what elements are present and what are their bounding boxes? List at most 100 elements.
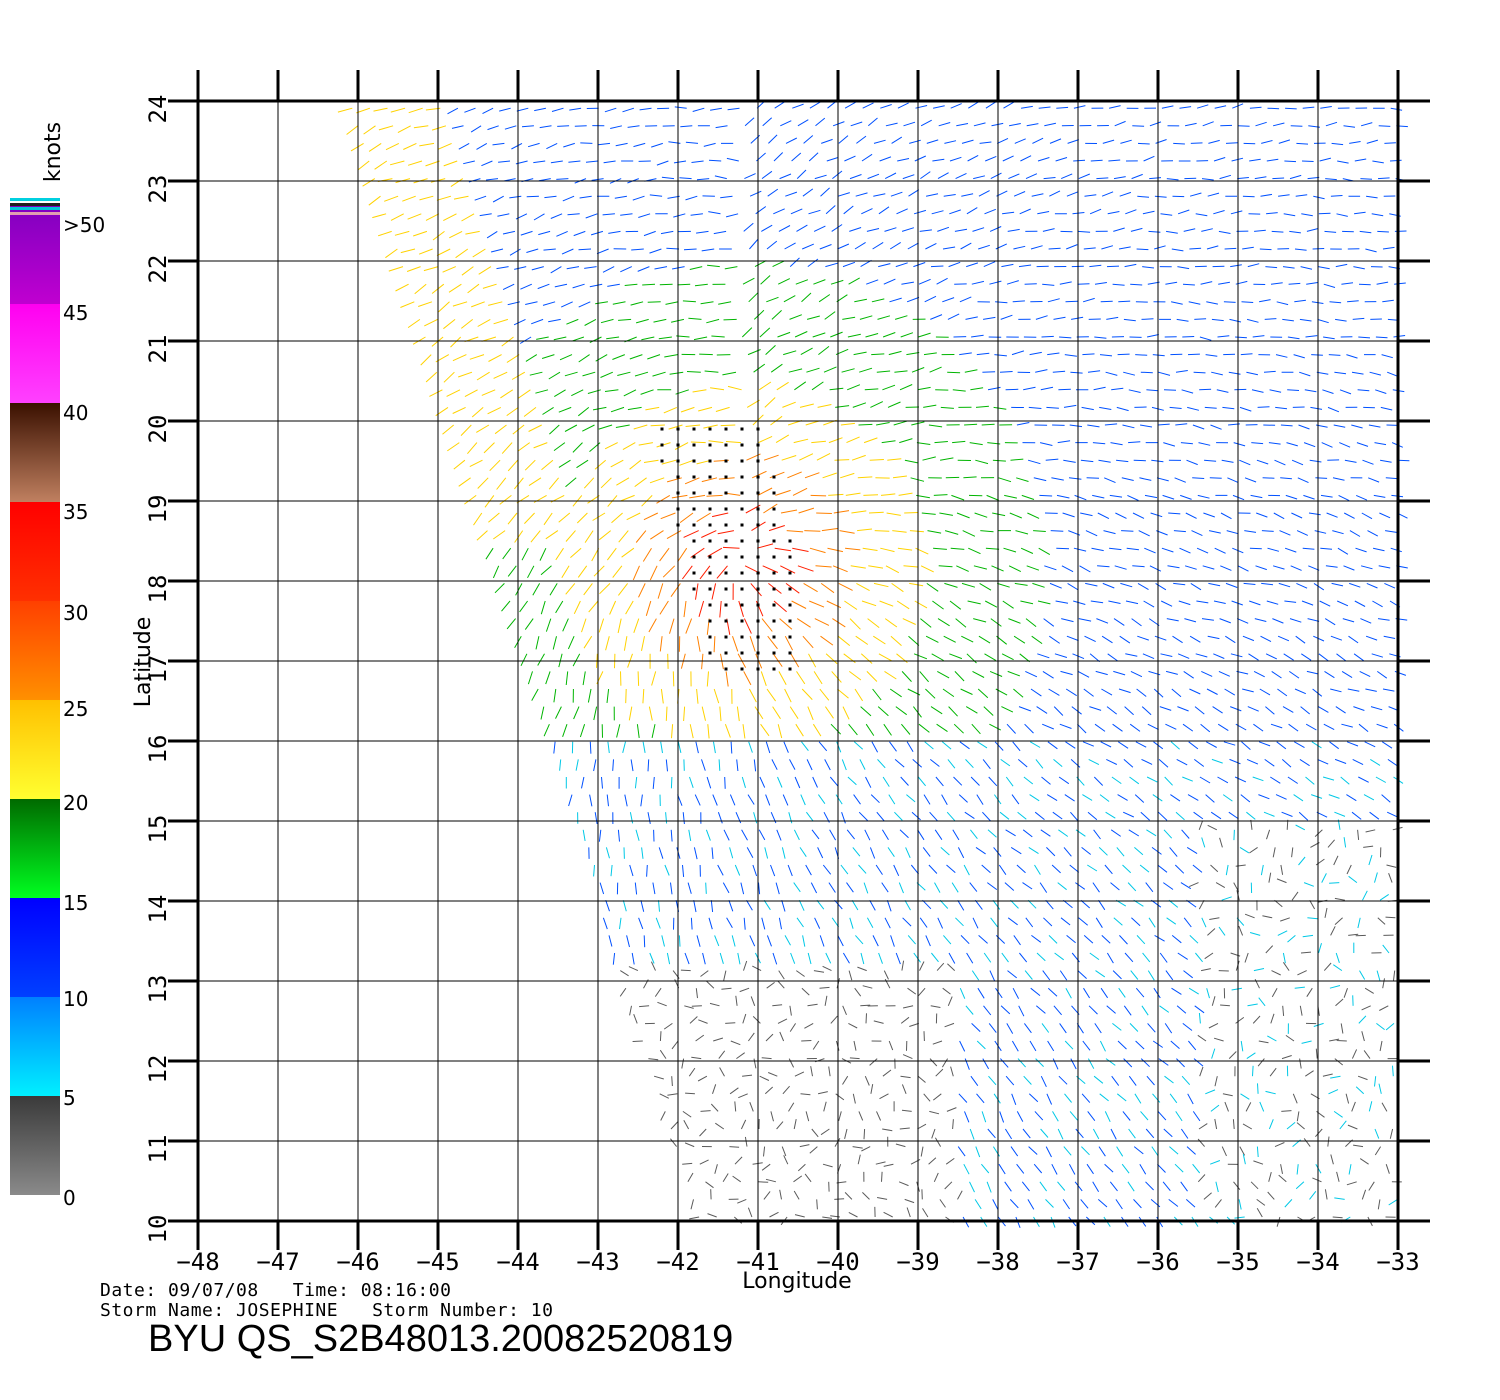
rain-flag xyxy=(788,539,792,543)
rain-flag xyxy=(788,667,792,671)
x-tick-label: −47 xyxy=(256,1248,299,1276)
colorbar-segment xyxy=(10,700,60,799)
colorbar-cap xyxy=(10,212,60,215)
rain-flag xyxy=(740,491,744,495)
rain-flag xyxy=(692,523,696,527)
y-tick-label: 23 xyxy=(144,175,172,204)
rain-flag xyxy=(740,603,744,607)
colorbar-segment xyxy=(10,997,60,1096)
y-tick-label: 19 xyxy=(144,495,172,524)
x-tick-label: −42 xyxy=(656,1248,699,1276)
rain-flag xyxy=(772,619,776,623)
x-tick-label: −43 xyxy=(576,1248,619,1276)
wind-vector-group xyxy=(682,504,814,635)
colorbar-label: 10 xyxy=(63,987,88,1011)
wind-vector-group xyxy=(485,260,1051,739)
rain-flag xyxy=(740,587,744,591)
rain-flag xyxy=(772,491,776,495)
y-axis-title: Latitude xyxy=(131,617,156,708)
x-tick-label: −38 xyxy=(976,1248,1019,1276)
x-tick-label: −36 xyxy=(1136,1248,1179,1276)
colorbar-cap xyxy=(10,207,60,210)
rain-flag xyxy=(708,507,712,511)
y-tick-label: 13 xyxy=(144,975,172,1004)
rain-flag xyxy=(772,555,776,559)
storm-name-line: Storm Name: JOSEPHINE Storm Number: 10 xyxy=(100,1300,554,1321)
rain-flag xyxy=(740,475,744,479)
grid-lines xyxy=(168,70,1430,1250)
rain-flag xyxy=(708,539,712,543)
rain-flag xyxy=(692,491,696,495)
rain-flag xyxy=(708,459,712,463)
y-tick-label: 14 xyxy=(144,895,172,924)
x-tick-label: −35 xyxy=(1216,1248,1259,1276)
x-tick-label: −37 xyxy=(1056,1248,1099,1276)
colorbar-cap xyxy=(10,203,60,206)
y-tick-label: 21 xyxy=(144,335,172,364)
rain-flag xyxy=(708,443,712,447)
colorbar: 0 5 10 15 20 25 30 35 40 45 >50 xyxy=(10,198,105,1210)
rain-flag xyxy=(772,667,776,671)
rain-flag xyxy=(708,603,712,607)
rain-flag xyxy=(724,651,728,655)
rain-flag xyxy=(692,571,696,575)
y-tick-label: 18 xyxy=(144,575,172,604)
rain-flag xyxy=(740,619,744,623)
colorbar-label: 5 xyxy=(63,1086,76,1110)
rain-flag xyxy=(772,587,776,591)
product-title: BYU QS_S2B48013.20082520819 xyxy=(148,1318,734,1360)
colorbar-label: 0 xyxy=(63,1186,76,1210)
wind-vector-group xyxy=(337,107,934,739)
rain-flag xyxy=(708,635,712,639)
colorbar-label: 30 xyxy=(63,601,88,625)
colorbar-segment xyxy=(10,1096,60,1195)
y-tick-label: 22 xyxy=(144,255,172,284)
y-tick-label: 15 xyxy=(144,815,172,844)
rain-flag xyxy=(788,555,792,559)
date-time-line: Date: 09/07/08 Time: 08:16:00 xyxy=(100,1280,452,1301)
rain-flag xyxy=(692,475,696,479)
x-tick-label: −48 xyxy=(176,1248,219,1276)
rain-flag xyxy=(772,539,776,543)
colorbar-segment xyxy=(10,205,60,304)
rain-flag xyxy=(740,667,744,671)
wind-vector-group xyxy=(632,453,861,687)
rain-flag xyxy=(772,603,776,607)
rain-flag xyxy=(788,603,792,607)
rain-flag xyxy=(740,635,744,639)
rain-flag xyxy=(724,587,728,591)
rain-flag xyxy=(740,427,744,431)
rain-flag xyxy=(724,667,728,671)
x-tick-label: −33 xyxy=(1376,1248,1419,1276)
rain-flag xyxy=(692,443,696,447)
rain-flag xyxy=(692,587,696,591)
rain-flag xyxy=(740,443,744,447)
rain-flag xyxy=(708,651,712,655)
rain-flag xyxy=(772,507,776,511)
x-tick-label: −45 xyxy=(416,1248,459,1276)
rain-flag xyxy=(692,459,696,463)
rain-flag xyxy=(772,475,776,479)
colorbar-label: >50 xyxy=(63,213,105,237)
colorbar-label: 35 xyxy=(63,500,88,524)
colorbar-cap xyxy=(10,198,60,201)
rain-flag xyxy=(740,539,744,543)
x-tick-label: −44 xyxy=(496,1248,539,1276)
rain-flag xyxy=(772,523,776,527)
rain-flag xyxy=(724,635,728,639)
colorbar-segment xyxy=(10,601,60,700)
rain-flag xyxy=(724,491,728,495)
rain-flag xyxy=(692,427,696,431)
rain-flag xyxy=(788,651,792,655)
rain-flag xyxy=(740,555,744,559)
rain-flag xyxy=(740,459,744,463)
axis-ticks: −48 −47 −46 −45 −44 −43 −42 −41 −40 −39 −38 −37 −36 −… xyxy=(144,95,1420,1276)
rain-flag xyxy=(788,619,792,623)
rain-flag xyxy=(788,587,792,591)
colorbar-label: 40 xyxy=(63,401,88,425)
rain-flag xyxy=(724,475,728,479)
rain-flag xyxy=(724,523,728,527)
x-axis-title: Longitude xyxy=(742,1269,851,1294)
rain-flag xyxy=(708,491,712,495)
